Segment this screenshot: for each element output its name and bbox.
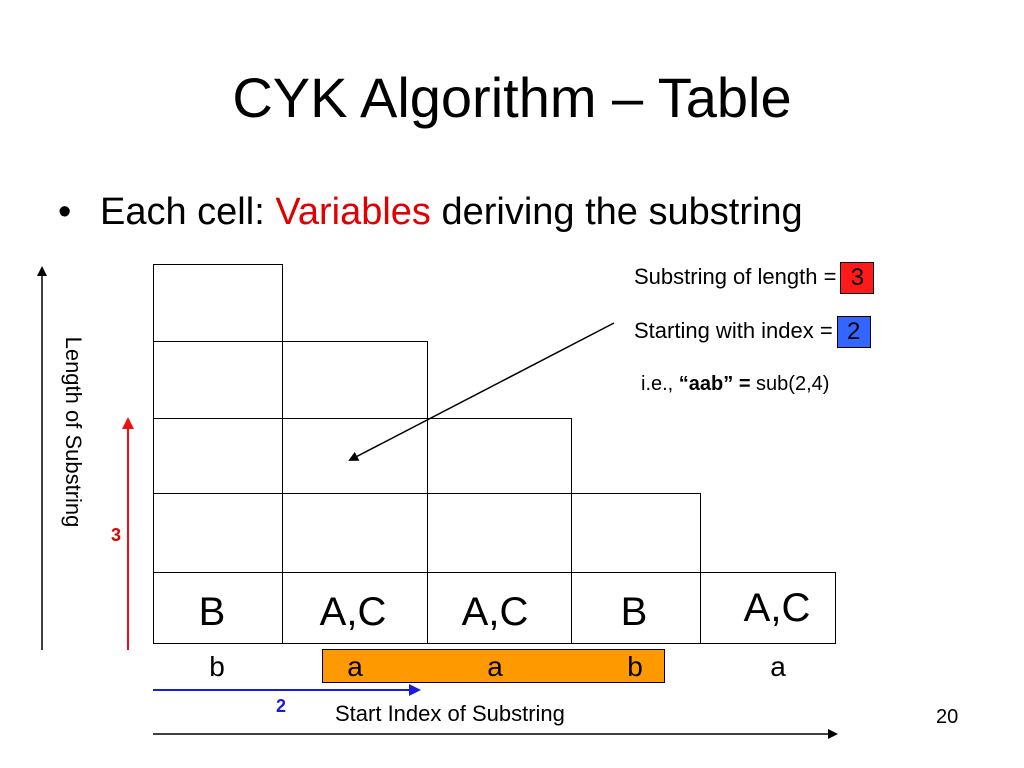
length-annotation: Substring of length = 3 [634, 262, 875, 294]
base-cell-label: A,C [461, 590, 529, 634]
index-badge: 2 [836, 316, 871, 348]
slide-title: CYK Algorithm – Table [232, 66, 792, 129]
base-cell-label: B [198, 590, 226, 634]
base-cell-label: B [620, 590, 648, 634]
input-char: b [209, 651, 225, 682]
length-badge: 3 [840, 262, 875, 294]
index-annotation: Starting with index = 2 [634, 316, 871, 348]
table-cell [700, 572, 836, 644]
input-char: a [770, 651, 786, 682]
index-label: Starting with index = [634, 317, 833, 343]
input-char: b [627, 651, 643, 682]
horizontal-axis-label: Start Index of Substring [335, 701, 565, 726]
input-char: a [347, 651, 363, 682]
length-label: Substring of length = [634, 263, 837, 289]
base-cell-label: A,C [743, 586, 811, 630]
bullet-emphasis: Variables [275, 191, 431, 233]
input-char: a [487, 651, 503, 682]
page-number: 20 [936, 706, 959, 728]
example-prefix: i.e., [641, 373, 679, 395]
substring-highlight [322, 649, 665, 683]
bullet-prefix: Each cell: [100, 191, 276, 233]
pointer-arrow [348, 322, 615, 461]
example-suffix: sub(2,4) [750, 373, 830, 395]
base-cell-label: A,C [319, 590, 387, 634]
bullet-point: • Each cell: Variables deriving the subst… [58, 186, 803, 238]
bullet-dot-icon: • [58, 191, 72, 233]
length-marker: 3 [111, 525, 122, 545]
example-note: i.e., “aab” = sub(2,4) [641, 372, 829, 396]
bullet-suffix: deriving the substring [430, 191, 803, 233]
index-marker: 2 [276, 696, 287, 716]
example-bold: “aab” = [678, 373, 751, 395]
